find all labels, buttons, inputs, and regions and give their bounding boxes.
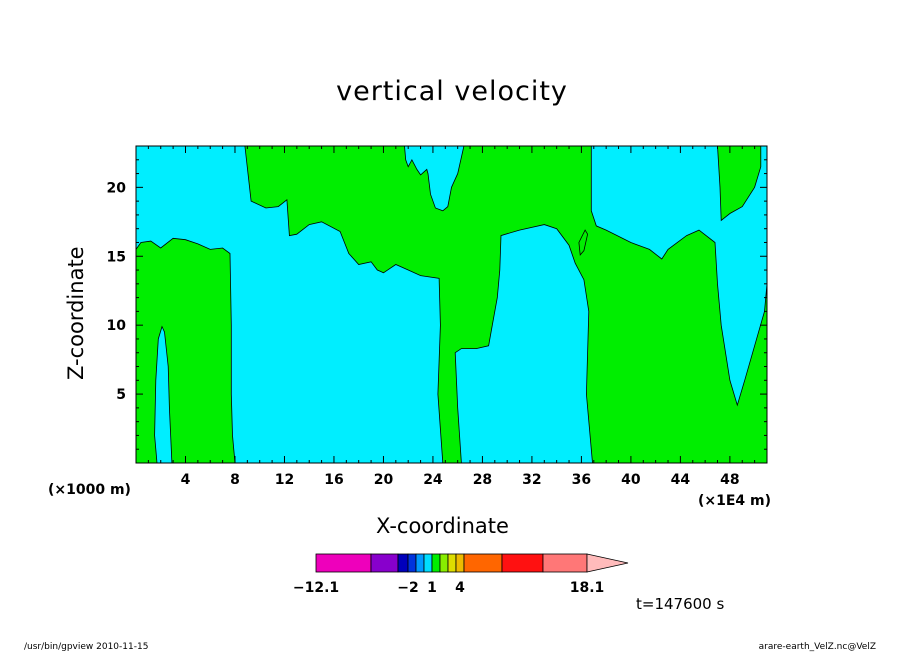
contour-regions — [135, 145, 768, 464]
footer-right: arare-earth_VelZ.nc@VelZ — [758, 642, 876, 652]
y-axis-label: Z-coordinate — [64, 246, 88, 380]
colorbar-label: −12.1 — [293, 580, 339, 596]
chart-title: vertical velocity — [336, 76, 568, 107]
x-axis-label: X-coordinate — [376, 514, 509, 538]
x-tick-label: 32 — [522, 472, 541, 488]
y-tick-label: 10 — [107, 318, 127, 334]
x-axis-unit-right: (×1E4 m) — [698, 493, 772, 509]
plot-frame — [135, 145, 768, 464]
x-tick-label: 40 — [621, 472, 641, 488]
colorbar-segment — [370, 553, 399, 573]
colorbar-segment — [397, 553, 409, 573]
colorbar-segment — [463, 553, 503, 573]
contour-region-4 — [717, 145, 762, 222]
colorbar-label: 18.1 — [570, 580, 605, 596]
x-tick-label: 48 — [720, 472, 739, 488]
time-label: t=147600 s — [636, 595, 725, 613]
colorbar-segment — [315, 553, 372, 573]
x-axis-unit-left: (×1000 m) — [48, 482, 131, 498]
y-tick-label: 15 — [107, 249, 126, 265]
colorbar-extend-arrow — [586, 553, 629, 573]
x-tick-label: 44 — [671, 472, 691, 488]
x-tick-label: 4 — [181, 472, 191, 488]
x-tick-label: 16 — [324, 472, 343, 488]
colorbar-label: −2 — [397, 580, 418, 596]
colorbar-segment — [415, 553, 425, 573]
colorbar-segment — [501, 553, 544, 573]
colorbar-label: 4 — [455, 580, 465, 596]
x-tick-label: 20 — [374, 472, 394, 488]
contour-region-1 — [244, 145, 768, 464]
colorbar-segment — [447, 553, 457, 573]
colorbar-segment — [407, 553, 417, 573]
x-tick-label: 8 — [230, 472, 240, 488]
y-tick-label: 20 — [107, 180, 127, 196]
y-tick-label: 5 — [116, 387, 126, 403]
y-axis-ticks: 5 10 15 20 — [107, 159, 767, 450]
footer-left: /usr/bin/gpview 2010-11-15 — [24, 642, 149, 652]
contour-region-2 — [135, 237, 236, 464]
colorbar-label: 1 — [427, 580, 437, 596]
x-tick-label: 12 — [275, 472, 294, 488]
colorbar-segment — [431, 553, 441, 573]
x-axis-ticks: 4 8 12 16 20 24 28 32 36 40 44 48 — [147, 146, 756, 488]
colorbar-segment — [455, 553, 465, 573]
x-tick-label: 36 — [572, 472, 591, 488]
colorbar-segment — [423, 553, 433, 573]
x-tick-label: 28 — [473, 472, 492, 488]
colorbar-segment — [542, 553, 588, 573]
colorbar-segment — [439, 553, 449, 573]
contour-region-3 — [578, 229, 589, 256]
colorbar: −12.1 −2 1 4 18.1 — [293, 553, 629, 596]
x-tick-label: 24 — [423, 472, 443, 488]
